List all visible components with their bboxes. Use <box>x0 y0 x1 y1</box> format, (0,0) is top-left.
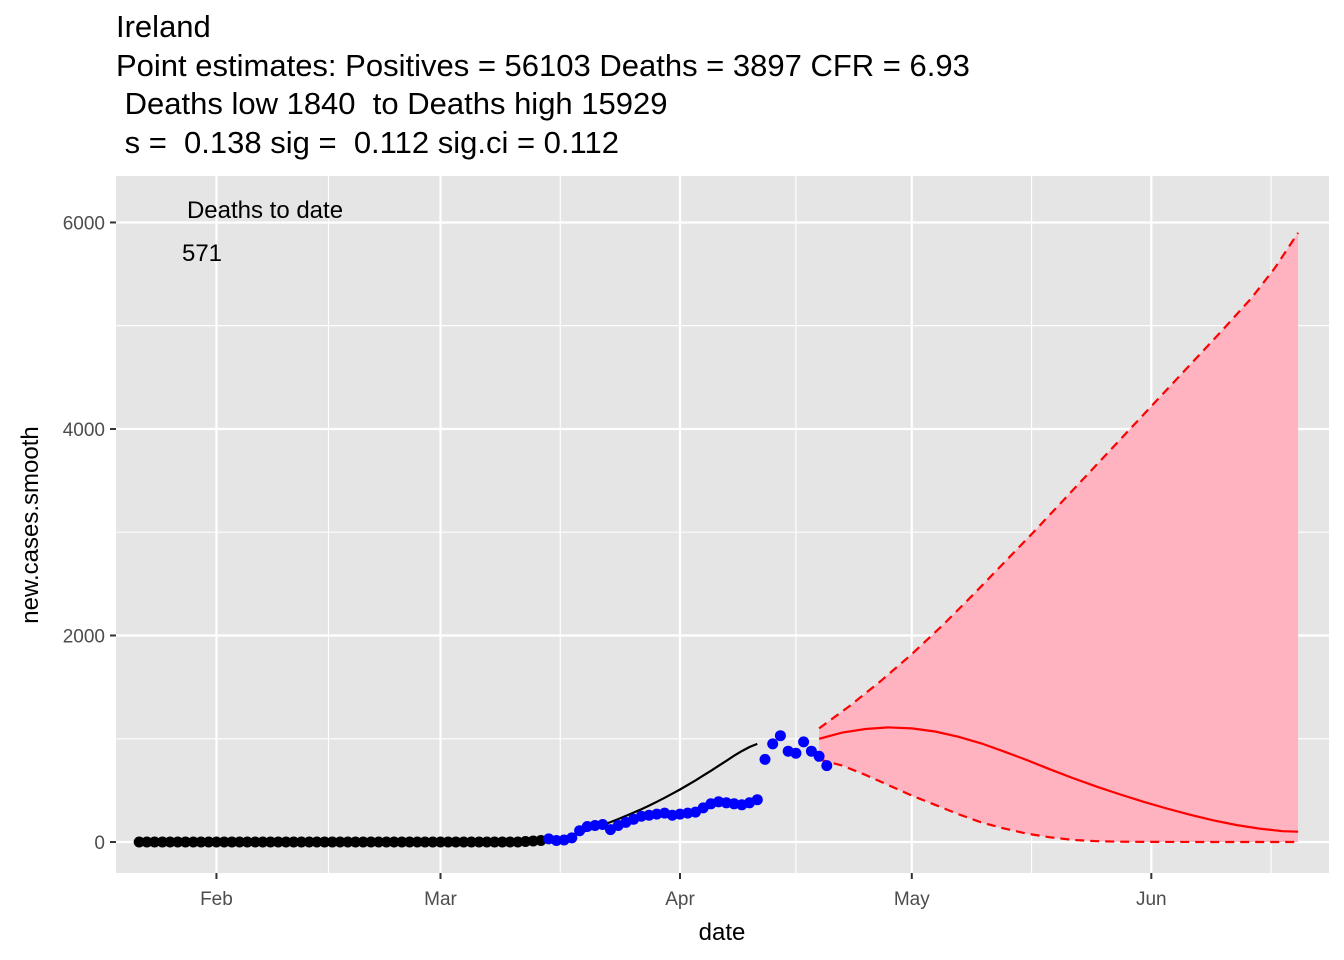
annotation-deaths-value: 571 <box>182 240 222 267</box>
observed-point-black <box>504 836 516 848</box>
observed-point-black <box>404 836 416 848</box>
x-tick-label: Feb <box>200 889 233 910</box>
observed-point-black <box>195 836 207 848</box>
observed-point-blue <box>813 750 825 762</box>
observed-point-black <box>218 836 230 848</box>
observed-point-black <box>380 836 392 848</box>
observed-point-black <box>133 836 145 848</box>
upper-bound-line <box>818 232 1300 730</box>
observed-point-black <box>257 836 269 848</box>
x-tick-label: Apr <box>665 889 695 910</box>
observed-point-black <box>187 836 199 848</box>
title-country: Ireland <box>116 9 211 44</box>
y-axis-title: new.cases.smooth <box>17 426 44 623</box>
observed-point-black <box>350 836 361 848</box>
chart-title: Ireland Point estimates: Positives = 561… <box>116 8 970 162</box>
confidence-ribbon <box>819 232 1299 843</box>
observed-point-black <box>149 836 161 848</box>
observed-point-black <box>442 836 454 848</box>
observed-point-black <box>156 836 168 848</box>
observed-point-black <box>241 836 253 848</box>
y-tick-label: 6000 <box>63 213 105 234</box>
observed-point-black <box>473 836 485 848</box>
x-tick-label: Jun <box>1136 889 1167 910</box>
lower-bound-line <box>818 758 1299 844</box>
observed-point-black <box>450 836 462 848</box>
observed-point-black <box>203 836 215 848</box>
title-deaths-range: Deaths low 1840 to Deaths high 15929 <box>116 86 668 121</box>
projection-line <box>818 726 1299 833</box>
y-tick-label: 2000 <box>63 627 105 648</box>
observed-point-black <box>288 836 300 848</box>
observed-point-black <box>265 836 276 848</box>
observed-point-black <box>458 836 470 848</box>
observed-point-black <box>396 836 408 848</box>
observed-point-black <box>272 836 284 848</box>
observed-point-black <box>489 836 501 848</box>
observed-point-black <box>357 836 369 848</box>
observed-point-black <box>180 836 191 848</box>
observed-point-black <box>334 836 346 848</box>
projection-ribbon <box>819 232 1299 843</box>
observed-point-blue <box>597 819 609 830</box>
x-axis-title: date <box>699 919 746 946</box>
title-parameters: s = 0.138 sig = 0.112 sig.ci = 0.112 <box>116 124 619 160</box>
observed-point-black <box>435 836 446 848</box>
observed-point-black <box>164 836 176 848</box>
observed-point-black <box>465 836 477 848</box>
observed-point-blue <box>821 760 833 772</box>
observed-point-black <box>342 836 354 848</box>
x-tick-label: Mar <box>424 889 457 910</box>
axes: 0 2000 4000 6000 Feb Mar Apr May Jun <box>63 213 1167 910</box>
observed-point-black <box>419 836 431 848</box>
observed-point-black <box>496 836 508 848</box>
observed-point-black <box>234 836 246 848</box>
observed-point-black <box>411 836 423 848</box>
observed-point-black <box>427 836 439 848</box>
x-tick-label: May <box>894 889 930 910</box>
observed-point-blue <box>798 736 810 748</box>
observed-point-black <box>311 836 323 848</box>
observed-point-black <box>319 836 331 848</box>
observed-point-black <box>172 836 184 848</box>
observed-point-blue <box>759 753 771 765</box>
observed-point-black <box>295 836 307 848</box>
observed-point-black <box>373 836 385 848</box>
y-tick-label: 0 <box>94 833 105 854</box>
observed-point-blue <box>790 747 802 759</box>
observed-point-black <box>481 836 493 848</box>
data-points <box>133 730 833 848</box>
observed-point-blue <box>566 832 578 844</box>
observed-point-black <box>249 836 261 848</box>
observed-point-black <box>280 836 292 848</box>
title-point-estimates: Point estimates: Positives = 56103 Death… <box>116 47 970 83</box>
y-tick-label: 4000 <box>63 420 105 441</box>
annotation-deaths-label: Deaths to date <box>187 197 343 224</box>
observed-point-black <box>303 836 315 848</box>
observed-point-black <box>388 836 400 848</box>
observed-point-blue <box>774 730 786 742</box>
observed-point-black <box>326 836 338 848</box>
observed-point-blue <box>767 738 779 750</box>
observed-point-black <box>210 836 222 848</box>
observed-point-black <box>141 836 153 848</box>
observed-point-blue <box>751 794 763 806</box>
observed-point-black <box>226 836 238 848</box>
observed-point-black <box>365 836 377 848</box>
